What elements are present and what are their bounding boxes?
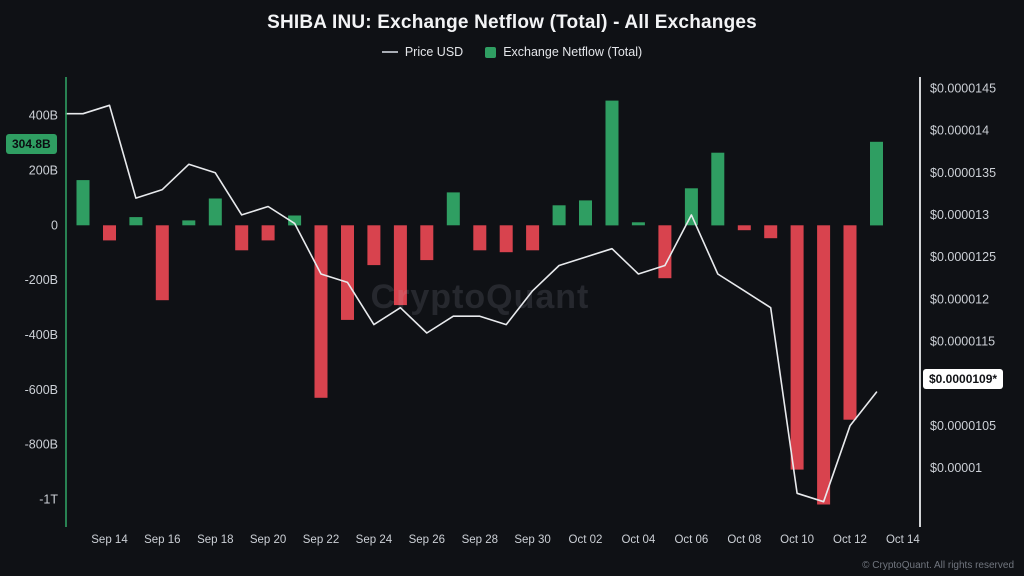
legend-price-label: Price USD — [404, 45, 464, 59]
x-axis-tick-label: Oct 06 — [674, 534, 708, 546]
netflow-bar[interactable] — [208, 198, 222, 226]
netflow-bar[interactable] — [235, 225, 249, 251]
netflow-bar[interactable] — [182, 220, 196, 226]
left-axis-tick-label: 0 — [51, 218, 58, 232]
copyright-notice: © CryptoQuant. All rights reserved — [862, 560, 1014, 571]
netflow-bar[interactable] — [764, 225, 778, 239]
x-axis-tick-label: Sep 30 — [514, 534, 550, 546]
netflow-bar[interactable] — [314, 225, 328, 398]
x-axis-tick-label: Sep 14 — [91, 534, 128, 546]
x-axis-tick-label: Oct 04 — [621, 534, 655, 546]
netflow-bar[interactable] — [288, 215, 302, 226]
left-axis-tick-label: -1T — [39, 493, 58, 507]
x-axis-tick-label: Oct 14 — [886, 534, 920, 546]
right-axis-tick-label: $0.000014 — [930, 124, 989, 138]
netflow-bar[interactable] — [261, 225, 275, 241]
right-axis-tick-label: $0.0000125 — [930, 250, 996, 264]
x-axis-tick-label: Sep 24 — [356, 534, 393, 546]
netflow-bar[interactable] — [737, 225, 751, 231]
x-axis-tick-label: Oct 10 — [780, 534, 814, 546]
netflow-bar[interactable] — [605, 100, 619, 226]
netflow-bar[interactable] — [499, 225, 513, 253]
page-title: SHIBA INU: Exchange Netflow (Total) - Al… — [267, 12, 757, 33]
x-axis-tick-label: Oct 12 — [833, 534, 867, 546]
netflow-bar[interactable] — [393, 225, 407, 306]
netflow-bar[interactable] — [155, 225, 169, 301]
left-axis-tick-label: -600B — [25, 383, 58, 397]
x-axis-tick-label: Sep 18 — [197, 534, 233, 546]
netflow-bar[interactable] — [658, 225, 672, 279]
price-line-icon — [381, 51, 398, 53]
legend-item-netflow[interactable]: Exchange Netflow (Total) — [485, 45, 642, 59]
netflow-bar[interactable] — [473, 225, 487, 251]
netflow-bar[interactable] — [790, 225, 804, 470]
right-axis-tick-label: $0.00001 — [930, 461, 982, 475]
x-axis-tick-label: Sep 20 — [250, 534, 286, 546]
netflow-bar[interactable] — [870, 141, 883, 226]
netflow-value-badge: 304.8B — [6, 134, 57, 154]
netflow-bar[interactable] — [76, 180, 90, 226]
right-axis-tick-label: $0.0000135 — [930, 166, 996, 180]
netflow-bar[interactable] — [552, 205, 566, 226]
right-axis-tick-label: $0.000013 — [930, 208, 989, 222]
right-axis-tick-label: $0.0000145 — [930, 81, 996, 95]
netflow-bar[interactable] — [341, 225, 354, 320]
x-axis-tick-label: Sep 28 — [462, 534, 498, 546]
left-axis-tick-label: 400B — [29, 109, 58, 123]
netflow-bar[interactable] — [526, 225, 540, 251]
legend: Price USD Exchange Netflow (Total) — [0, 45, 1024, 59]
price-value-badge: $0.0000109* — [923, 369, 1004, 389]
price-line — [65, 104, 878, 503]
netflow-bar[interactable] — [446, 192, 460, 226]
netflow-bar[interactable] — [129, 217, 143, 226]
netflow-bar[interactable] — [103, 225, 116, 241]
x-axis-tick-label: Sep 26 — [409, 534, 445, 546]
right-axis-tick-label: $0.000012 — [930, 292, 989, 306]
left-axis-tick-label: -200B — [25, 273, 58, 287]
netflow-swatch-icon — [485, 46, 497, 58]
legend-item-price[interactable]: Price USD — [381, 45, 464, 59]
left-axis-tick-label: 200B — [29, 164, 58, 178]
right-axis-tick-label: $0.0000115 — [930, 335, 995, 349]
right-axis-tick-label: $0.0000105 — [930, 419, 996, 433]
netflow-bar[interactable] — [843, 225, 857, 420]
left-axis-tick-label: -800B — [25, 438, 58, 452]
x-axis-tick-label: Sep 16 — [144, 534, 180, 546]
netflow-bar[interactable] — [367, 225, 381, 266]
netflow-bar[interactable] — [711, 152, 725, 226]
x-axis-tick-label: Oct 02 — [569, 534, 603, 546]
x-axis-tick-label: Oct 08 — [727, 534, 761, 546]
x-axis-tick-label: Sep 22 — [303, 534, 339, 546]
left-axis-tick-label: -400B — [25, 328, 58, 342]
netflow-bar[interactable] — [817, 225, 831, 505]
netflow-bar[interactable] — [684, 188, 698, 226]
legend-netflow-label: Exchange Netflow (Total) — [503, 45, 643, 59]
netflow-bar[interactable] — [579, 200, 592, 226]
netflow-bar[interactable] — [420, 225, 434, 261]
netflow-bar[interactable] — [631, 222, 645, 226]
